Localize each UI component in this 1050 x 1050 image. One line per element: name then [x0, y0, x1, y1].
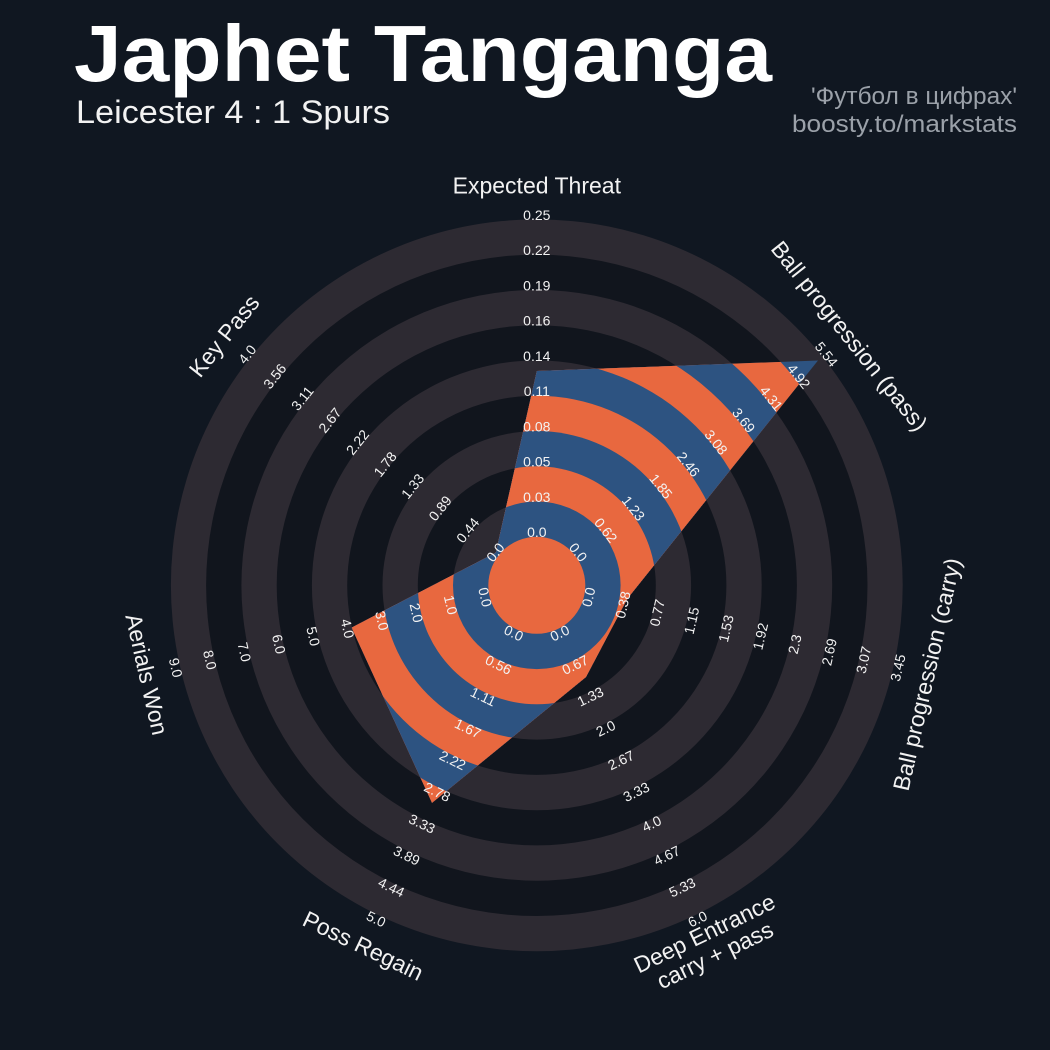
- svg-text:6.0: 6.0: [269, 633, 289, 656]
- svg-text:1.53: 1.53: [715, 613, 737, 643]
- svg-text:2.3: 2.3: [785, 633, 805, 656]
- svg-text:2.69: 2.69: [818, 637, 840, 667]
- svg-text:4.0: 4.0: [338, 617, 358, 640]
- svg-text:0.0: 0.0: [548, 621, 573, 644]
- svg-text:5.0: 5.0: [303, 625, 323, 648]
- svg-text:Leicester 4 : 1 Spurs: Leicester 4 : 1 Spurs: [76, 94, 390, 130]
- svg-text:3.0: 3.0: [372, 609, 392, 632]
- svg-text:Expected Threat: Expected Threat: [453, 172, 622, 198]
- svg-text:5.0: 5.0: [364, 907, 389, 930]
- svg-text:0.22: 0.22: [523, 242, 550, 258]
- svg-text:3.07: 3.07: [853, 645, 875, 675]
- svg-text:0.38: 0.38: [612, 590, 634, 620]
- svg-text:7.0: 7.0: [235, 641, 255, 664]
- svg-text:0.25: 0.25: [523, 207, 550, 223]
- svg-text:3.45: 3.45: [887, 652, 909, 682]
- svg-text:0.11: 0.11: [524, 383, 550, 399]
- svg-text:0.03: 0.03: [523, 489, 550, 505]
- svg-text:2.0: 2.0: [407, 602, 427, 625]
- svg-text:0.0: 0.0: [527, 524, 547, 540]
- svg-text:6.0: 6.0: [685, 907, 710, 930]
- svg-text:0.0: 0.0: [578, 586, 598, 609]
- svg-text:1.92: 1.92: [749, 621, 771, 651]
- svg-text:0.0: 0.0: [502, 622, 527, 645]
- svg-text:0.77: 0.77: [646, 598, 668, 628]
- svg-text:8.0: 8.0: [200, 649, 220, 672]
- svg-text:1.15: 1.15: [681, 605, 703, 635]
- svg-text:boosty.to/markstats: boosty.to/markstats: [792, 111, 1017, 138]
- svg-text:Japhet Tanganga: Japhet Tanganga: [74, 9, 773, 98]
- svg-text:0.16: 0.16: [523, 313, 550, 329]
- svg-text:2.0: 2.0: [593, 717, 618, 740]
- svg-text:4.0: 4.0: [639, 812, 664, 835]
- svg-text:0.19: 0.19: [523, 277, 550, 293]
- svg-text:'Футбол в цифрах': 'Футбол в цифрах': [811, 83, 1017, 110]
- svg-text:0.05: 0.05: [523, 454, 550, 470]
- svg-text:0.08: 0.08: [523, 418, 550, 434]
- svg-text:1.0: 1.0: [441, 594, 461, 617]
- svg-text:0.0: 0.0: [475, 586, 495, 609]
- svg-text:0.14: 0.14: [523, 348, 550, 364]
- svg-text:9.0: 9.0: [166, 656, 186, 679]
